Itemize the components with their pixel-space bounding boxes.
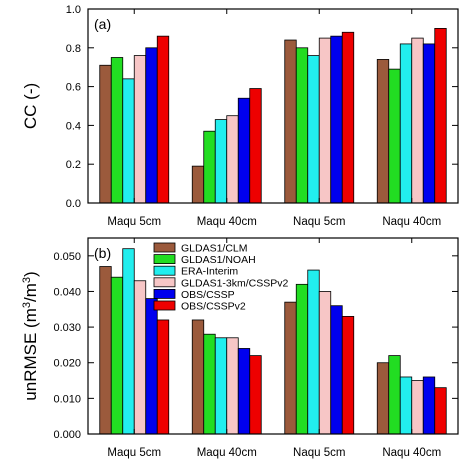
- bar-a-2-1: [295, 47, 309, 204]
- bar-b-1-4: [237, 348, 251, 435]
- bar-b-2-1: [295, 283, 309, 435]
- bar-b-0-2: [122, 248, 135, 435]
- bar-b-3-4: [422, 376, 436, 435]
- x-tick-label-a-3: Naqu 40cm: [382, 216, 441, 228]
- bar-b-1-1: [203, 333, 216, 435]
- bar-a-1-5: [249, 88, 262, 204]
- legend-swatch-0: [153, 242, 176, 253]
- legend-swatch-2: [153, 265, 176, 276]
- bar-b-3-3: [411, 380, 424, 435]
- y-tick-label-b-1: 0.010: [53, 393, 81, 405]
- x-tick-label-a-0: Maqu 5cm: [107, 216, 161, 228]
- legend-swatch-1: [153, 254, 176, 265]
- bar-a-2-2: [307, 55, 320, 204]
- plot-frame-a: [87, 8, 459, 204]
- y-tick-label-b-3: 0.030: [53, 322, 81, 334]
- bar-a-1-0: [191, 165, 205, 204]
- bar-a-3-5: [434, 27, 447, 204]
- bar-b-2-4: [330, 305, 343, 435]
- bar-b-0-1: [110, 276, 124, 435]
- legend-label-3: GLDAS1-3km/CSSPv2: [181, 277, 289, 289]
- panel-label-a: (a): [94, 16, 111, 32]
- legend-label-5: OBS/CSSPv2: [181, 301, 246, 313]
- chart-panel-a: Maqu 5cm Maqu 40cm Naqu 5cm Naqu 40cm 0.0 0.2…: [21, 4, 459, 228]
- legend-label-4: OBS/CSSP: [181, 289, 235, 301]
- bar-b-1-5: [249, 355, 262, 435]
- y-tick-label-b-2: 0.020: [53, 358, 81, 370]
- y-axis-label-part-1: 3: [21, 302, 33, 308]
- bar-b-0-3: [133, 280, 147, 435]
- x-tick-label-b-1: Maqu 40cm: [197, 447, 257, 459]
- bar-a-3-2: [399, 43, 413, 204]
- y-tick-label-b-0: 0.000: [53, 429, 81, 441]
- y-tick-label-a-0: 0.0: [66, 198, 81, 210]
- bar-b-2-2: [307, 269, 320, 435]
- bar-a-1-4: [237, 97, 251, 204]
- bar-b-0-0: [99, 266, 112, 435]
- chart-panel-b: Maqu 5cm Maqu 40cm Naqu 5cm Naqu 40cm 0.000 0…: [21, 237, 459, 459]
- bar-a-3-3: [411, 37, 424, 204]
- bar-b-0-5: [156, 319, 170, 435]
- bar-a-0-5: [156, 35, 170, 204]
- x-tick-label-a-1: Maqu 40cm: [197, 216, 257, 228]
- plot-frame-b: [87, 237, 459, 435]
- bar-a-2-0: [284, 39, 297, 204]
- bar-b-1-2: [214, 337, 228, 435]
- bar-a-2-3: [318, 37, 332, 204]
- bar-a-0-4: [145, 47, 158, 204]
- y-axis-label-part-0: unRMSE (m: [21, 308, 40, 401]
- panel-label-b: (b): [94, 245, 111, 261]
- legend-swatch-4: [153, 288, 176, 299]
- y-axis-label-a: CC (-): [21, 83, 40, 129]
- bar-b-3-0: [376, 362, 390, 435]
- bar-a-3-4: [422, 43, 436, 204]
- bar-a-1-3: [226, 115, 239, 204]
- y-axis-label-part-3: 3: [21, 277, 33, 283]
- bar-b-1-0: [191, 319, 205, 435]
- x-tick-label-b-0: Maqu 5cm: [107, 447, 161, 459]
- bar-b-1-3: [226, 337, 239, 435]
- bar-a-3-0: [376, 59, 390, 204]
- y-tick-label-b-5: 0.050: [53, 251, 81, 263]
- bar-b-2-0: [284, 301, 297, 435]
- bar-a-1-2: [214, 119, 228, 204]
- bar-b-3-5: [434, 387, 447, 435]
- legend-label-1: GLDAS1/NOAH: [181, 254, 256, 266]
- y-tick-label-a-5: 1.0: [66, 4, 81, 16]
- x-tick-label-b-3: Naqu 40cm: [382, 447, 441, 459]
- legend-swatch-5: [153, 300, 176, 311]
- bar-a-0-2: [122, 78, 135, 204]
- bar-a-3-1: [388, 68, 401, 204]
- bar-b-0-4: [145, 298, 158, 435]
- y-tick-label-a-1: 0.2: [66, 159, 81, 171]
- bar-a-0-0: [99, 64, 112, 204]
- y-tick-label-a-3: 0.6: [66, 82, 81, 94]
- legend-label-2: ERA-Interim: [181, 266, 238, 278]
- bar-b-3-1: [388, 355, 401, 435]
- y-tick-label-a-2: 0.4: [66, 120, 81, 132]
- bar-b-2-5: [341, 315, 355, 435]
- y-axis-label-part-4: ): [21, 271, 40, 277]
- x-tick-label-b-2: Naqu 5cm: [293, 447, 345, 459]
- y-axis-label-part-2: /m: [21, 283, 40, 302]
- y-tick-label-a-4: 0.8: [66, 43, 81, 55]
- legend-label-0: GLDAS1/CLM: [181, 243, 248, 255]
- y-tick-label-b-4: 0.040: [53, 286, 81, 298]
- bar-a-0-1: [110, 57, 124, 204]
- y-axis-label-b: unRMSE (m3/m3): [21, 271, 40, 400]
- bar-b-2-3: [318, 291, 332, 435]
- legend-swatch-3: [153, 277, 176, 288]
- bar-b-3-2: [399, 376, 413, 435]
- bar-a-0-3: [133, 55, 147, 204]
- bar-a-2-4: [330, 35, 343, 204]
- bar-a-1-1: [203, 130, 216, 204]
- bar-a-2-5: [341, 31, 355, 204]
- x-tick-label-a-2: Naqu 5cm: [293, 216, 345, 228]
